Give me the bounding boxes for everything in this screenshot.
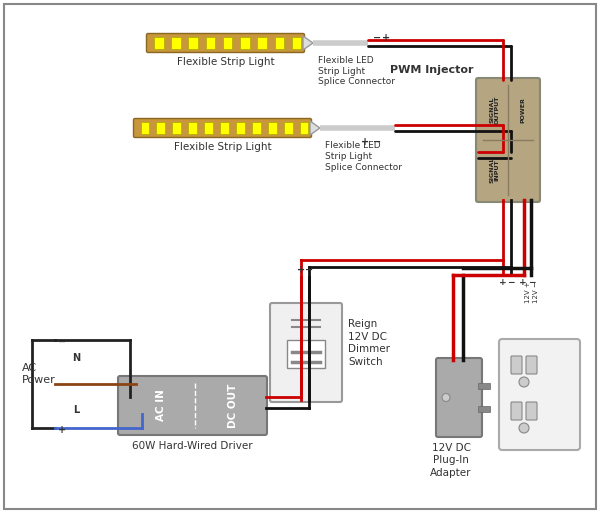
Text: L: L	[73, 405, 79, 415]
Bar	[240, 37, 250, 49]
Text: +: +	[519, 278, 527, 287]
Polygon shape	[303, 36, 313, 50]
Text: SIGNAL
INPUT: SIGNAL INPUT	[489, 157, 499, 183]
FancyBboxPatch shape	[436, 358, 482, 437]
Text: AC
Power: AC Power	[22, 363, 56, 385]
FancyBboxPatch shape	[526, 402, 537, 420]
Text: +: +	[58, 425, 66, 435]
Bar	[299, 123, 308, 133]
Bar	[236, 123, 245, 133]
Bar	[478, 406, 490, 412]
Text: −: −	[373, 33, 381, 43]
Bar	[188, 37, 198, 49]
Bar	[172, 123, 181, 133]
Text: −: −	[507, 278, 515, 287]
Text: +: +	[361, 137, 369, 147]
Text: 12V −: 12V −	[533, 281, 539, 303]
Bar	[268, 123, 277, 133]
Bar	[220, 123, 229, 133]
Bar	[257, 37, 267, 49]
Bar	[284, 123, 293, 133]
Text: −: −	[528, 278, 536, 287]
FancyBboxPatch shape	[476, 78, 540, 202]
FancyBboxPatch shape	[511, 402, 522, 420]
FancyBboxPatch shape	[133, 119, 311, 137]
Polygon shape	[310, 121, 320, 135]
Text: 12V DC
Plug-In
Adapter: 12V DC Plug-In Adapter	[430, 443, 472, 478]
Text: Flexible LED
Strip Light
Splice Connector: Flexible LED Strip Light Splice Connecto…	[318, 56, 395, 87]
Text: 60W Hard-Wired Driver: 60W Hard-Wired Driver	[132, 441, 253, 451]
Text: PWM Injector: PWM Injector	[389, 65, 473, 75]
Text: +: +	[382, 33, 390, 43]
Text: DC OUT: DC OUT	[228, 383, 238, 428]
Text: Flexible Strip Light: Flexible Strip Light	[176, 57, 274, 67]
Bar	[188, 123, 197, 133]
FancyBboxPatch shape	[526, 356, 537, 374]
FancyBboxPatch shape	[499, 339, 580, 450]
Text: AC IN: AC IN	[155, 389, 166, 422]
Bar	[154, 37, 164, 49]
Bar	[171, 37, 181, 49]
Bar	[157, 123, 166, 133]
Circle shape	[519, 423, 529, 433]
Bar	[478, 383, 490, 389]
Circle shape	[442, 393, 450, 402]
FancyBboxPatch shape	[146, 33, 305, 52]
Text: N: N	[72, 353, 80, 363]
Text: Reign
12V DC
Dimmer
Switch: Reign 12V DC Dimmer Switch	[348, 320, 390, 367]
Circle shape	[519, 377, 529, 387]
Text: −: −	[305, 265, 313, 275]
Text: −: −	[58, 337, 66, 347]
Bar	[204, 123, 213, 133]
Bar	[287, 340, 325, 368]
Text: POWER: POWER	[521, 97, 526, 123]
Text: +: +	[499, 278, 507, 287]
Text: SIGNAL
OUTPUT: SIGNAL OUTPUT	[489, 96, 499, 124]
FancyBboxPatch shape	[118, 376, 267, 435]
Bar	[223, 37, 232, 49]
Bar	[140, 123, 149, 133]
Text: Flexible LED
Strip Light
Splice Connector: Flexible LED Strip Light Splice Connecto…	[325, 141, 402, 171]
Bar	[252, 123, 261, 133]
Bar	[292, 37, 301, 49]
Text: −: −	[373, 137, 381, 147]
FancyBboxPatch shape	[511, 356, 522, 374]
Bar	[206, 37, 215, 49]
Text: Flexible Strip Light: Flexible Strip Light	[173, 142, 271, 152]
Text: +: +	[297, 265, 305, 275]
Text: 12V +: 12V +	[525, 281, 531, 303]
Bar	[275, 37, 284, 49]
FancyBboxPatch shape	[270, 303, 342, 402]
